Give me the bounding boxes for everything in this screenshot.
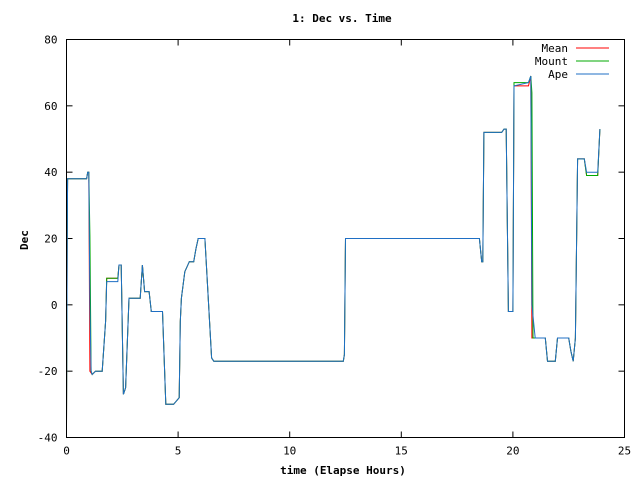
x-tick-label: 25 xyxy=(618,445,631,458)
y-tick-label: 80 xyxy=(44,34,57,47)
y-tick-label: 60 xyxy=(44,100,57,113)
series-line-mount xyxy=(66,75,601,425)
y-axis-title: Dec xyxy=(18,230,31,250)
series-line-ape xyxy=(66,75,601,425)
y-tick-label: 40 xyxy=(44,166,57,179)
y-tick-label: -20 xyxy=(38,365,58,378)
plot-frame xyxy=(66,39,625,438)
chart-title: 1: Dec vs. Time xyxy=(292,12,392,25)
legend-label-mount: Mount xyxy=(535,55,568,68)
y-tick-label: -40 xyxy=(38,432,58,445)
series-line-mean xyxy=(66,75,601,425)
axis-ticks: 0 5 10 15 20 25 -40 -20 0 20 40 60 80 xyxy=(38,34,632,458)
x-tick-label: 20 xyxy=(506,445,519,458)
legend-label-mean: Mean xyxy=(542,42,569,55)
legend-label-ape: Ape xyxy=(548,68,568,81)
x-tick-label: 5 xyxy=(175,445,182,458)
x-axis-title: time (Elapse Hours) xyxy=(280,464,406,477)
series-lines xyxy=(66,75,601,425)
x-tick-label: 15 xyxy=(395,445,408,458)
y-tick-label: 20 xyxy=(44,233,57,246)
x-tick-label: 0 xyxy=(63,445,70,458)
x-tick-label: 10 xyxy=(283,445,296,458)
y-tick-label: 0 xyxy=(51,299,58,312)
